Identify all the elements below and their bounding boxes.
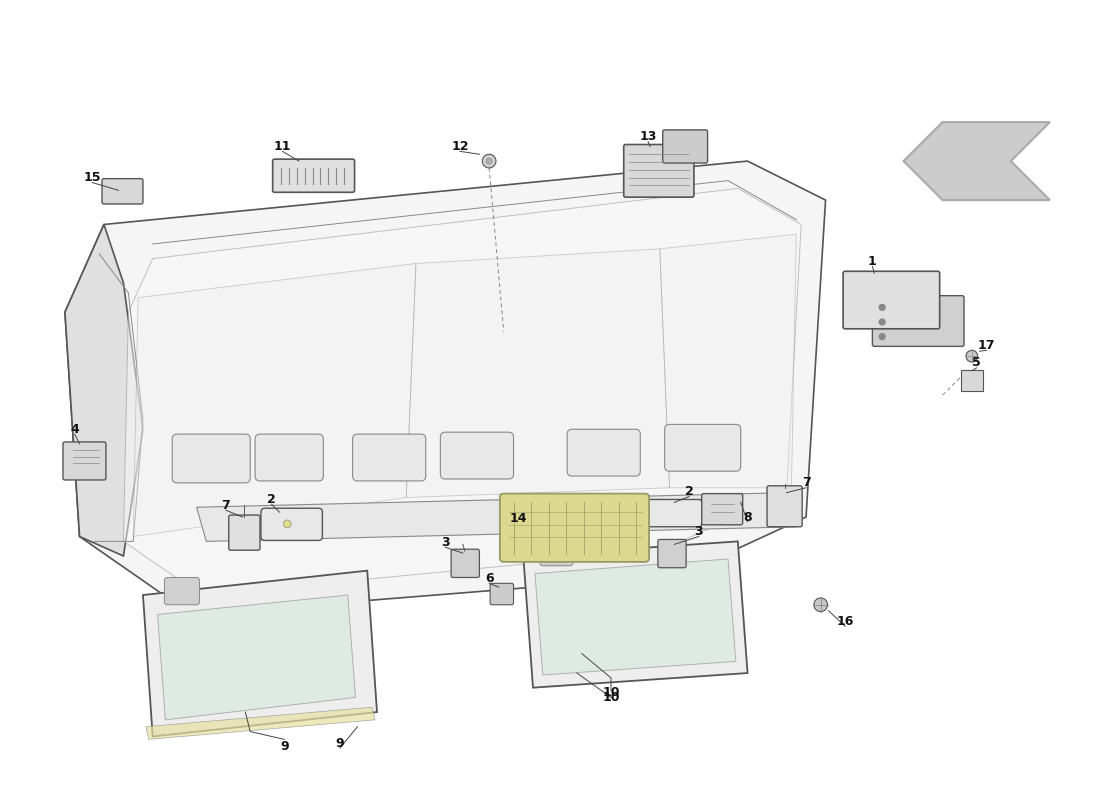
FancyBboxPatch shape [647,499,702,526]
Circle shape [966,350,978,362]
Polygon shape [133,263,416,537]
FancyBboxPatch shape [843,271,939,329]
Circle shape [284,520,292,528]
FancyBboxPatch shape [662,130,707,163]
Circle shape [486,158,492,164]
Text: 11: 11 [274,140,292,153]
Text: 7: 7 [802,476,811,490]
Text: 8: 8 [744,510,752,523]
FancyBboxPatch shape [624,145,694,197]
Text: a passion for parts. since 1985: a passion for parts. since 1985 [267,465,544,530]
FancyBboxPatch shape [173,434,250,483]
Text: 3: 3 [441,536,450,549]
Polygon shape [535,559,736,675]
Polygon shape [123,188,801,595]
FancyBboxPatch shape [767,486,802,526]
FancyBboxPatch shape [451,549,480,578]
Text: 3: 3 [694,525,703,538]
Polygon shape [406,249,670,498]
Text: 9: 9 [336,737,344,750]
FancyBboxPatch shape [658,539,686,568]
FancyBboxPatch shape [540,541,573,566]
Text: 10: 10 [603,686,619,699]
Text: 12: 12 [451,140,469,153]
FancyBboxPatch shape [102,178,143,204]
FancyBboxPatch shape [440,432,514,479]
Circle shape [814,598,827,612]
Text: 9: 9 [280,740,288,753]
FancyBboxPatch shape [568,430,640,476]
Polygon shape [146,707,375,739]
Text: 15: 15 [84,171,101,184]
FancyBboxPatch shape [961,370,982,391]
Polygon shape [903,122,1049,200]
FancyBboxPatch shape [229,515,260,550]
Polygon shape [660,234,796,488]
Text: 14: 14 [509,513,527,526]
Polygon shape [65,225,143,556]
FancyBboxPatch shape [273,159,354,192]
FancyBboxPatch shape [353,434,426,481]
Text: 17: 17 [978,339,996,352]
FancyBboxPatch shape [702,494,743,525]
Circle shape [879,319,886,325]
Polygon shape [197,493,796,542]
Text: 7: 7 [221,499,230,512]
FancyBboxPatch shape [164,578,199,605]
FancyBboxPatch shape [255,434,323,481]
FancyBboxPatch shape [499,494,649,562]
Text: 10: 10 [603,691,619,704]
Text: 1: 1 [868,255,877,268]
Polygon shape [143,570,377,737]
Text: 2: 2 [684,485,693,498]
FancyBboxPatch shape [261,508,322,541]
FancyBboxPatch shape [63,442,106,480]
Text: 5: 5 [972,357,981,370]
Text: 13: 13 [639,130,657,143]
Circle shape [482,154,496,168]
Text: 6: 6 [485,572,494,585]
Text: 2: 2 [267,493,276,506]
FancyBboxPatch shape [664,424,740,471]
Polygon shape [524,542,748,688]
Circle shape [879,334,886,339]
Polygon shape [65,161,826,614]
FancyBboxPatch shape [872,296,964,346]
FancyBboxPatch shape [491,583,514,605]
Text: 4: 4 [70,422,79,436]
Circle shape [879,305,886,310]
Polygon shape [157,595,355,720]
Text: europarts: europarts [85,261,787,500]
Text: 16: 16 [836,615,854,628]
